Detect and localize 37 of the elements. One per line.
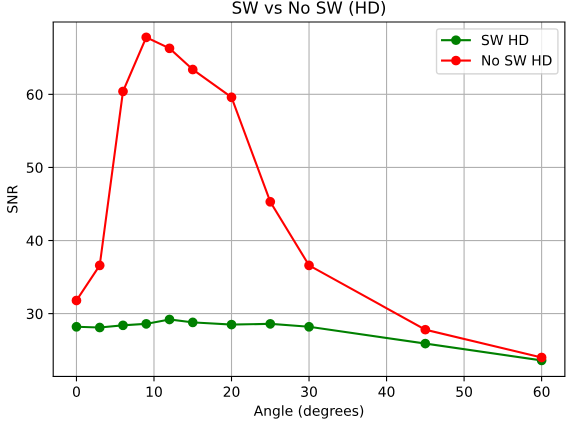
y-tick-label: 40 <box>26 235 43 246</box>
point <box>72 322 82 332</box>
point <box>118 86 128 96</box>
point <box>536 352 546 362</box>
point <box>304 322 314 332</box>
y-tick-label: 50 <box>26 162 43 173</box>
x-tick-label: 30 <box>301 386 317 397</box>
point <box>265 196 276 207</box>
point <box>226 320 236 330</box>
point <box>141 32 152 42</box>
point <box>265 318 276 329</box>
x-axis-title: Angle (degrees) <box>254 405 364 419</box>
x-tick-label: 50 <box>456 386 472 397</box>
point <box>72 296 82 306</box>
x-tick-label: 60 <box>534 386 550 397</box>
chart-title: SW vs No SW (HD) <box>232 1 386 16</box>
point <box>188 318 198 328</box>
legend-label: No SW HD <box>482 55 552 66</box>
point <box>164 43 174 54</box>
x-tick-label: 20 <box>224 386 240 397</box>
y-tick-label: 60 <box>26 89 43 100</box>
x-tick-label: 10 <box>146 386 162 397</box>
x-tick-label: 40 <box>378 386 394 397</box>
point <box>188 64 198 74</box>
point <box>94 322 105 332</box>
x-tick-label: 0 <box>72 386 80 397</box>
point <box>164 314 174 324</box>
y-axis-title: SNR <box>7 185 18 213</box>
point <box>420 338 430 348</box>
point <box>118 320 128 330</box>
point <box>226 92 236 102</box>
y-tick-label: 30 <box>26 308 43 320</box>
point <box>141 318 152 329</box>
legend-label: SW HD <box>482 34 528 46</box>
point <box>94 260 105 270</box>
point <box>420 324 430 335</box>
point <box>304 260 314 270</box>
